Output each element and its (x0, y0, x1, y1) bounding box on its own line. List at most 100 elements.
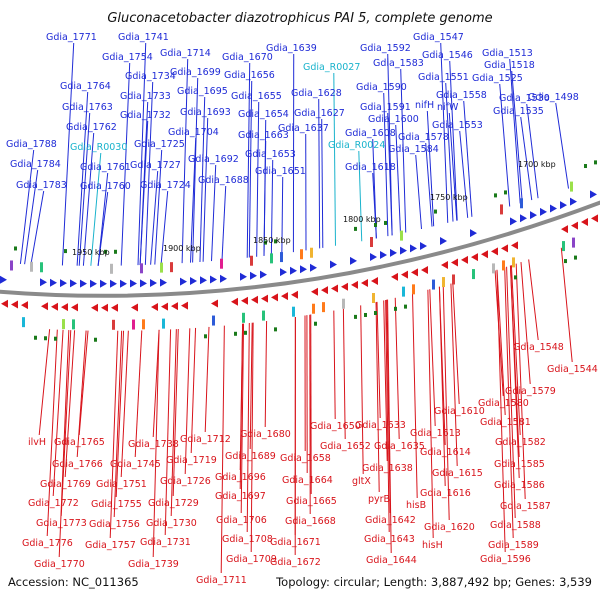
callout-line (120, 62, 131, 266)
forward-gene-arrow (540, 207, 547, 216)
gene-label-reverse: Gdia_1671 (270, 537, 321, 548)
marker-tick (354, 226, 357, 231)
reverse-gene-arrow (241, 296, 248, 305)
forward-gene-arrow (570, 197, 577, 206)
gene-label-forward: Gdia_1763 (62, 102, 113, 113)
forward-gene-arrow (70, 279, 77, 288)
gene-label-forward: Gdia_1734 (125, 71, 176, 82)
forward-gene-arrow (200, 276, 207, 285)
forward-gene-arrow (280, 268, 287, 277)
marker-tick (94, 337, 97, 342)
marker-tick (234, 331, 237, 336)
gene-label-forward: nifW (437, 102, 459, 113)
forward-gene-arrow (160, 278, 167, 287)
gene-label-forward: Gdia_1733 (120, 91, 171, 102)
marker-tick (34, 335, 37, 340)
forward-gene-arrow (180, 277, 187, 286)
cog-color-block (412, 284, 415, 295)
gene-label-reverse: Gdia_1772 (28, 498, 79, 509)
reverse-gene-arrow (101, 303, 108, 312)
callout-line (504, 267, 514, 539)
reverse-gene-arrow (151, 303, 158, 312)
cog-color-block (142, 319, 145, 330)
forward-gene-arrow (260, 270, 267, 279)
genome-backbone (0, 200, 600, 298)
marker-tick (44, 336, 47, 341)
cog-color-block (520, 198, 523, 209)
gene-label-forward: Gdia_R0024 (328, 140, 385, 151)
cog-color-block (110, 263, 113, 274)
cog-color-block (292, 306, 295, 317)
cog-color-block (402, 286, 405, 297)
callout-line (318, 98, 321, 249)
callout-line (333, 310, 336, 420)
marker-tick (374, 223, 377, 228)
reverse-gene-arrow (51, 302, 58, 311)
reverse-gene-arrow (441, 261, 448, 270)
marker-tick (504, 190, 507, 195)
gene-label-forward: Gdia_1627 (294, 108, 345, 119)
gene-label-reverse: Gdia_1730 (146, 518, 197, 529)
callout-line (528, 259, 539, 341)
gene-label-reverse: ilvH (28, 437, 46, 448)
callout-line (204, 326, 210, 433)
reverse-gene-arrow (261, 294, 268, 303)
callout-line (515, 263, 526, 500)
forward-gene-arrow (40, 278, 47, 287)
reverse-gene-arrow (491, 247, 498, 256)
gene-label-reverse: Gdia_1689 (225, 451, 276, 462)
gene-label-reverse: gltX (352, 476, 371, 487)
gene-label-forward: Gdia_1651 (255, 166, 306, 177)
callout-line (246, 323, 250, 533)
cog-color-block (62, 319, 65, 330)
cog-color-block (442, 277, 445, 288)
gene-label-reverse: Gdia_1668 (285, 516, 336, 527)
gene-label-reverse: Gdia_1719 (166, 455, 217, 466)
marker-tick (54, 336, 57, 341)
forward-gene-arrow (140, 279, 147, 288)
gene-label-reverse: Gdia_1586 (494, 480, 545, 491)
callout-line (520, 116, 533, 201)
reverse-gene-arrow (181, 301, 188, 310)
reverse-gene-arrow (321, 286, 328, 295)
gene-label-forward: Gdia_1724 (140, 180, 191, 191)
callout-line (415, 154, 423, 230)
gene-label-reverse: Gdia_1581 (480, 417, 531, 428)
gene-label-reverse: Gdia_1729 (148, 498, 199, 509)
callout-line (256, 101, 260, 257)
gene-label-forward: nifH (415, 100, 434, 111)
reverse-gene-arrow (161, 302, 168, 311)
gene-label-reverse: Gdia_1638 (362, 463, 413, 474)
callout-line (19, 149, 35, 265)
cog-color-block (432, 279, 435, 290)
callout-line (58, 330, 70, 558)
cog-color-block (170, 262, 173, 273)
marker-tick (104, 249, 107, 254)
reverse-gene-arrow (421, 265, 428, 274)
gene-label-forward: Gdia_1704 (168, 127, 219, 138)
gene-label-reverse: Gdia_1548 (513, 342, 564, 353)
callout-line (450, 283, 458, 467)
cog-color-block (242, 312, 245, 323)
gene-label-forward: Gdia_1699 (170, 67, 221, 78)
forward-gene-arrow (420, 241, 427, 250)
callout-line (61, 42, 75, 266)
reverse-gene-arrow (461, 255, 468, 264)
gene-label-reverse: Gdia_1755 (91, 499, 142, 510)
marker-tick (384, 220, 387, 225)
callout-line (387, 299, 392, 554)
callout-line (82, 132, 95, 266)
reverse-gene-arrow (111, 303, 118, 312)
forward-gene-arrow (100, 279, 107, 288)
callout-line (463, 100, 473, 217)
callout-line (246, 62, 251, 258)
callout-line (520, 261, 531, 385)
gene-label-forward: Gdia_1725 (134, 139, 185, 150)
gene-label-forward: Gdia_1547 (413, 32, 464, 43)
callout-line (164, 329, 172, 536)
forward-gene-arrow (370, 253, 377, 262)
kbp-tick-label: 1950 kbp (72, 248, 110, 257)
reverse-gene-arrow (391, 272, 398, 281)
kbp-tick-label: 1800 kbp (343, 215, 381, 224)
callout-line (442, 285, 450, 521)
